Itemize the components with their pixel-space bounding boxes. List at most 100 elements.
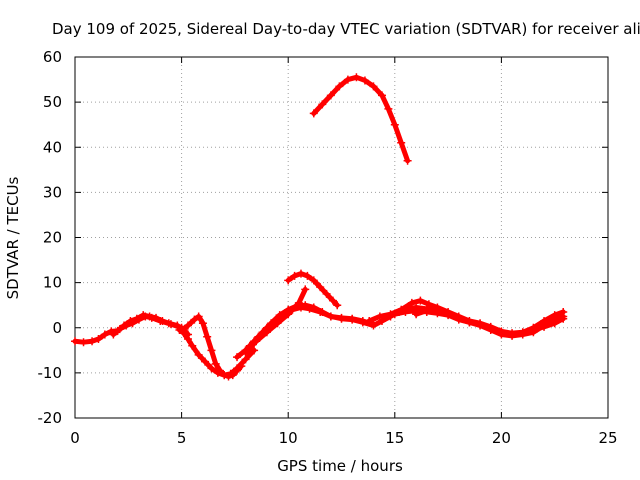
data-point [233, 353, 242, 362]
data-point [348, 315, 357, 324]
satellite-track-7 [241, 285, 310, 357]
x-tick-label: 0 [70, 429, 80, 447]
data-point [540, 321, 549, 330]
data-point [203, 332, 212, 341]
data-point [284, 310, 293, 319]
x-tick-label: 25 [598, 429, 617, 447]
data-point [273, 319, 282, 328]
y-tick-label: 0 [52, 319, 62, 337]
satellite-track-1 [71, 311, 192, 347]
data-point [250, 346, 259, 355]
data-point [194, 312, 203, 321]
data-point [252, 337, 261, 346]
data-point [79, 338, 88, 347]
data-point [179, 329, 188, 338]
data-point [322, 289, 331, 298]
grid [75, 57, 608, 418]
y-tick-label: 50 [43, 93, 62, 111]
y-tick-label: 40 [43, 138, 62, 156]
y-tick-label: 30 [43, 183, 62, 201]
data-point [390, 120, 399, 129]
data-point [529, 328, 538, 337]
data-point [220, 371, 229, 380]
data-point [241, 355, 250, 364]
data-point [433, 305, 442, 314]
series-trace [234, 302, 376, 360]
data-point [198, 319, 207, 328]
data-point [335, 82, 344, 91]
satellite-track-12 [412, 305, 568, 340]
data-point [369, 82, 378, 91]
y-tick-label: 10 [43, 274, 62, 292]
satellite-track-9 [309, 73, 412, 165]
data-point [166, 320, 175, 329]
satellite-track-4 [175, 326, 259, 380]
data-point [369, 321, 378, 330]
data-point [407, 298, 416, 307]
data-point [476, 321, 485, 330]
data-point [548, 316, 557, 325]
x-tick-label: 10 [279, 429, 298, 447]
data-point [207, 346, 216, 355]
data-point [211, 359, 220, 368]
x-tick-label: 20 [492, 429, 511, 447]
y-axis-label: SDTVAR / TECUs [4, 176, 22, 299]
y-tick-label: -20 [38, 409, 63, 427]
y-tick-label: -10 [38, 364, 63, 382]
data-point [365, 316, 374, 325]
data-point [309, 276, 318, 285]
data-point [401, 307, 410, 316]
data-point [303, 271, 312, 280]
data-point [326, 312, 335, 321]
data-point [115, 325, 124, 334]
data-point [128, 319, 137, 328]
data-point [296, 303, 305, 312]
data-point [122, 321, 131, 330]
chart-title: Day 109 of 2025, Sidereal Day-to-day VTE… [52, 20, 640, 38]
data-point [343, 75, 352, 84]
data-point [284, 276, 293, 285]
data-point [71, 337, 79, 346]
data-point [465, 318, 474, 327]
data-point [183, 321, 192, 330]
data-point [360, 76, 369, 85]
data-point [316, 307, 325, 316]
data-point [201, 357, 210, 366]
data-point [454, 314, 463, 323]
x-axis: 0 5 10 15 20 25 [70, 57, 618, 447]
y-tick-label: 60 [43, 48, 62, 66]
data-point [337, 314, 346, 323]
data-point [559, 312, 568, 321]
plot-frame [74, 56, 609, 419]
x-tick-label: 15 [385, 429, 404, 447]
data-point [296, 269, 305, 278]
data-point [424, 300, 433, 309]
data-point [378, 91, 387, 100]
series-trace [311, 74, 411, 164]
satellite-track-8 [284, 269, 342, 310]
data-point [194, 350, 203, 359]
data-point [384, 104, 393, 113]
data-point [305, 304, 314, 313]
data-point [390, 310, 399, 319]
data-point [141, 312, 150, 321]
data-point [156, 316, 165, 325]
data-point [207, 364, 216, 373]
data-point [444, 310, 453, 319]
data-point [262, 328, 271, 337]
data-point [213, 368, 222, 377]
data-point [183, 335, 192, 344]
data-point [422, 306, 431, 315]
data-point [109, 330, 118, 339]
data-point [316, 283, 325, 292]
series-trace [110, 313, 185, 338]
data-point [190, 315, 199, 324]
plot-border [74, 56, 609, 419]
data-point [233, 364, 242, 373]
x-tick-label: 5 [177, 429, 187, 447]
x-axis-label: GPS time / hours [277, 457, 403, 475]
data-point [94, 335, 103, 344]
data-point [100, 330, 109, 339]
data-point [290, 271, 299, 280]
